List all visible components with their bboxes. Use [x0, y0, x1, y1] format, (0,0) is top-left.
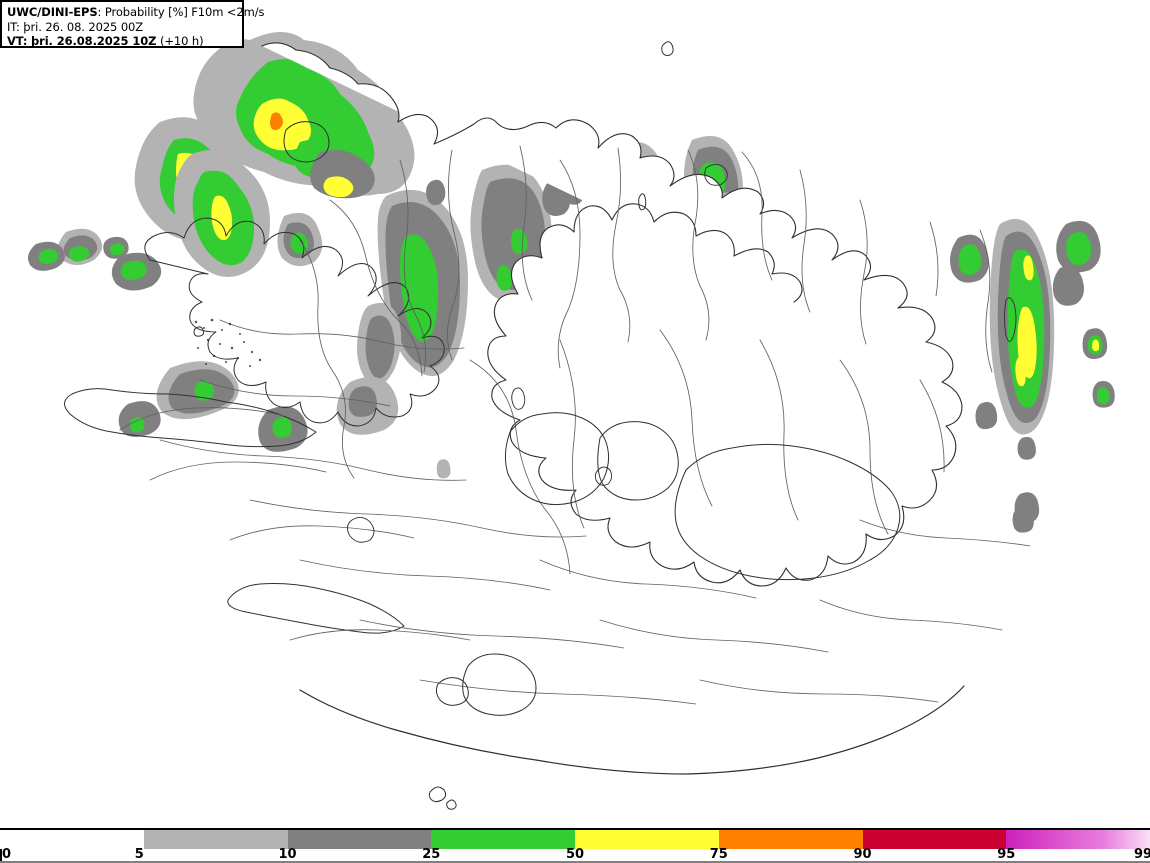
prob-patch-10-25	[1012, 507, 1034, 533]
coastline-reykjanes	[227, 583, 405, 634]
lake-myvatn	[704, 163, 728, 186]
colorbar-tick-95: 95	[997, 847, 1016, 862]
prob-patch-25-50	[194, 380, 214, 401]
colorbar-baseline	[0, 861, 1150, 863]
lake-thorisvatn	[594, 466, 613, 486]
island-outlines	[193, 41, 674, 810]
island-flatey	[193, 326, 205, 337]
glacier-langjokull	[504, 412, 610, 506]
coastline-snaefellsnes	[64, 388, 317, 448]
prob-patch-25-50	[1066, 232, 1092, 265]
prob-cluster-nw-central	[277, 212, 323, 267]
probability-field	[28, 32, 1115, 533]
prob-patch-10-25	[365, 315, 395, 379]
coastline-south	[299, 685, 965, 775]
glacier-eyjafjallajokull	[435, 677, 469, 706]
model-parameter: : Probability [%] F10m <2m/s	[97, 5, 265, 19]
colorbar-tick-99: 99	[1134, 847, 1150, 862]
prob-band-50-75	[211, 195, 233, 241]
header-line-model: UWC/DINI-EPS: Probability [%] F10m <2m/s	[7, 5, 264, 20]
colorbar-segment-90-95	[862, 830, 1007, 849]
prob-cluster-north-central	[470, 164, 552, 302]
island-vestmannaeyjar	[428, 786, 447, 803]
prob-patch-25-50	[129, 417, 145, 433]
prob-patch-10-25	[975, 402, 998, 430]
map-title-legend-box: UWC/DINI-EPS: Probability [%] F10m <2m/s…	[0, 0, 264, 49]
admin-boundaries	[119, 145, 1031, 705]
colorbar-segment-0-5	[0, 830, 144, 849]
prob-patch-25-50	[38, 249, 58, 264]
colorbar-tick-50: 50	[566, 847, 585, 862]
map-canvas[interactable]	[0, 0, 1150, 828]
map-outlines	[64, 41, 1031, 810]
prob-patch-10-25	[426, 179, 446, 206]
header-line-valid-time: VT: þri. 26.08.2025 10Z (+10 h)	[7, 34, 238, 49]
valid-time-lead: (+10 h)	[159, 34, 204, 48]
prob-patch-10-25	[1017, 436, 1036, 460]
island-grimsey	[661, 41, 674, 56]
prob-patch-25-50	[272, 416, 292, 438]
prob-cluster-westfjords-mid2	[174, 150, 270, 277]
colorbar[interactable]: 0 5 10 25 50 75 90 95 99	[0, 828, 1150, 863]
prob-patch-50-75	[1092, 339, 1100, 352]
colorbar-tick-labels: 0 5 10 25 50 75 90 95 99	[0, 848, 1150, 863]
prob-patch-25-50	[1096, 387, 1110, 405]
iceland-probability-map[interactable]	[0, 0, 1150, 828]
prob-patch-10-25	[348, 386, 377, 417]
colorbar-tick-0: 0	[2, 847, 12, 862]
prob-band-25-50	[510, 228, 528, 254]
colorbar-tick-10: 10	[278, 847, 297, 862]
prob-patch-5-10	[436, 459, 451, 479]
prob-cluster-east-fjords	[989, 218, 1055, 435]
prob-band-75-90	[270, 112, 283, 131]
prob-patch-25-50	[120, 260, 147, 280]
colorbar-segment-50-75	[575, 830, 719, 849]
prob-patch-25-50	[109, 243, 125, 256]
prob-band-25-50-b	[416, 275, 436, 331]
colorbar-segment-75-90	[718, 830, 863, 849]
prob-band-25-50-b	[496, 265, 512, 291]
lake-thingvallavatn	[347, 517, 375, 543]
colorbar-segment-5-10	[143, 830, 288, 849]
colorbar-segment-25-50	[431, 830, 575, 849]
colorbar-segment-95-99	[1006, 830, 1150, 849]
colorbar-tick-5: 5	[134, 847, 144, 862]
glacier-vatnajokull	[674, 443, 901, 581]
glacier-outlines	[283, 121, 901, 716]
prob-patch-10-25	[1052, 266, 1084, 306]
glacier-myrdalsjokull	[462, 653, 537, 716]
colorbar-tick-75: 75	[709, 847, 728, 862]
valid-time-value: þri. 26.08.2025 10Z	[30, 34, 157, 48]
model-name: UWC/DINI-EPS	[7, 5, 98, 19]
prob-patch-25-50	[958, 244, 982, 275]
island-vestmannaeyjar-2	[446, 799, 457, 810]
coastline-iceland	[261, 42, 963, 587]
lake-outlines	[347, 163, 1017, 543]
header-line-init-time: IT: þri. 26. 08. 2025 00Z	[7, 19, 144, 34]
glacier-hofsjokull	[597, 421, 679, 501]
lake-blondulon	[511, 387, 526, 410]
glacier-drangajokull	[283, 121, 330, 163]
prob-band-50-75-c	[1015, 357, 1026, 387]
valid-time-label: VT:	[7, 34, 28, 48]
lake-lagarfljot	[1004, 297, 1017, 342]
prob-patch-25-50	[68, 246, 90, 262]
prob-band-50-75-b	[1023, 255, 1034, 281]
prob-band-50-75-tail	[323, 176, 354, 198]
colorbar-tick-25: 25	[422, 847, 441, 862]
colorbar-segment-10-25	[287, 830, 432, 849]
breidafjordur-islets	[194, 318, 262, 367]
island-hrisey	[638, 193, 647, 211]
colorbar-tick-90: 90	[853, 847, 872, 862]
